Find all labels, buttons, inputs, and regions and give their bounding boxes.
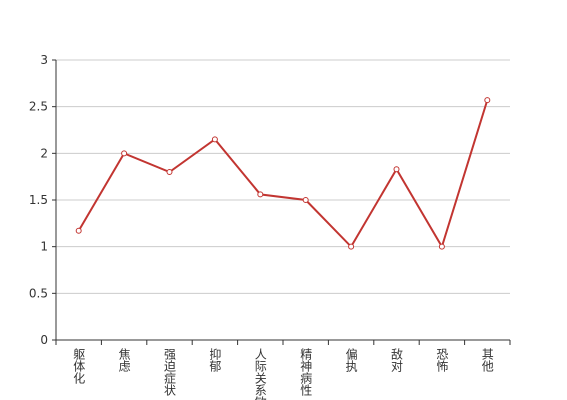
x-tick-label: 敌对 <box>390 347 404 372</box>
x-tick-label: 抑郁 <box>208 347 222 373</box>
y-tick-label: 0.5 <box>29 286 48 300</box>
x-tick-label: 人际关系敏感 <box>253 348 267 400</box>
y-tick-label: 2 <box>40 146 48 160</box>
y-tick-label: 1.5 <box>29 193 48 207</box>
point <box>166 169 173 175</box>
point <box>75 227 82 234</box>
point <box>393 166 400 173</box>
point <box>211 136 218 143</box>
y-tick-label: 3 <box>40 53 48 67</box>
point <box>438 243 445 250</box>
x-tick-label: 强迫症状 <box>163 348 177 396</box>
x-tick-label: 焦虑 <box>117 348 131 372</box>
y-tick-label: 0 <box>40 333 48 347</box>
line <box>77 99 489 250</box>
y-tick-label: 2.5 <box>29 100 48 114</box>
point <box>121 150 128 157</box>
point <box>484 97 491 104</box>
x-tick-label: 其他 <box>480 348 494 372</box>
point <box>257 191 264 198</box>
y-tick-label: 1 <box>40 240 48 254</box>
x-tick-label: 恐怖 <box>435 348 449 372</box>
x-tick-label: 精神病性 <box>299 348 313 397</box>
point <box>302 197 309 203</box>
x-tick-label: 躯体化 <box>72 347 86 385</box>
point <box>348 243 355 250</box>
x-tick-label: 偏执 <box>344 347 358 373</box>
